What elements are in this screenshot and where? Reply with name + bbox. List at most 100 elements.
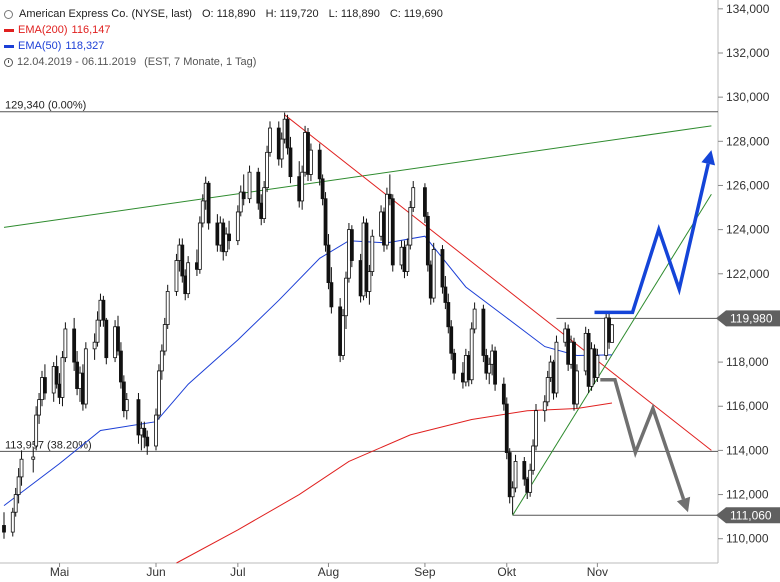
y-tick-label: 126,000 (726, 178, 770, 192)
bullish-path-path (594, 163, 710, 315)
candle-body (31, 456, 36, 460)
ema50-swatch (4, 44, 14, 48)
candle-body (542, 401, 547, 412)
candle-body (227, 233, 231, 242)
candle-body (370, 235, 375, 272)
ema200-value: 116,147 (71, 24, 111, 36)
ema200-line (176, 402, 613, 564)
y-tick-label: 122,000 (726, 267, 770, 281)
candle-body (531, 445, 535, 471)
candle-body (83, 348, 88, 405)
candle-body (493, 350, 497, 385)
instrument-title: American Express Co. (NYSE, last) (19, 8, 192, 20)
candle-body (387, 193, 392, 200)
candle-body (449, 326, 454, 354)
fib-level-label: 113,957 (38.20%) (5, 439, 92, 451)
candle-body (595, 355, 600, 378)
candle-body (119, 350, 123, 383)
legend-instrument: American Express Co. (NYSE, last) O: 118… (4, 6, 443, 22)
candle-body (154, 414, 158, 447)
candle-body (285, 118, 290, 149)
candle-body (60, 357, 65, 398)
ohlc-high: H: 119,720 (265, 8, 319, 20)
candle-body (320, 178, 325, 200)
candle-body (443, 286, 448, 303)
candle-body (224, 233, 229, 253)
candle-body (610, 324, 614, 343)
candle-body (317, 149, 322, 180)
candle-body (367, 271, 372, 292)
candle-body (124, 399, 129, 412)
price-tag-label: 111,060 (730, 508, 772, 522)
settings-toggle-icon[interactable] (4, 9, 13, 19)
candle-body (575, 370, 579, 405)
candle-body (37, 399, 41, 416)
candle-body (349, 229, 354, 261)
candle-body (288, 147, 293, 178)
chart-legend: American Express Co. (NYSE, last) O: 118… (4, 6, 443, 70)
candle-body (247, 171, 252, 200)
candle-body (121, 381, 126, 412)
ema200-swatch (4, 28, 14, 32)
candle-body (513, 461, 518, 489)
trendline-green-resistance (3, 125, 712, 228)
y-tick-label: 134,000 (726, 2, 770, 16)
candle-body (507, 452, 512, 498)
candle-body (136, 399, 141, 436)
price-tag-box (716, 310, 780, 327)
candle-body (19, 458, 24, 478)
candle-body (165, 291, 170, 325)
candle-body (528, 469, 533, 493)
x-tick-label: Mai (50, 565, 69, 579)
candle-body (157, 370, 161, 416)
bearish-path-arrowhead (676, 496, 691, 513)
candle-body (469, 328, 474, 381)
y-tick-label: 132,000 (726, 46, 770, 60)
price-tag-box (716, 507, 780, 524)
candle-body (142, 427, 147, 438)
candle-body (452, 352, 457, 374)
candle-body (501, 383, 506, 405)
candle-body (92, 341, 97, 350)
x-tick-label: Jul (230, 565, 245, 579)
x-tick-label: Sep (414, 565, 436, 579)
candle-body (554, 341, 559, 394)
fib-level-label: 129,340 (0.00%) (5, 100, 86, 112)
x-tick-label: Aug (318, 565, 339, 579)
candle-body (326, 244, 331, 284)
candle-body (2, 525, 6, 533)
y-tick-label: 114,000 (726, 443, 769, 457)
candle-body (487, 363, 492, 374)
candle-body (262, 187, 267, 219)
y-tick-label: 116,000 (726, 399, 769, 413)
candle-body (408, 207, 413, 246)
candle-body (341, 315, 345, 356)
candle-body (16, 476, 21, 495)
ema50-label: EMA(50) (18, 40, 62, 52)
y-tick-label: 124,000 (726, 223, 770, 237)
candle-body (385, 193, 389, 246)
candle-body (504, 403, 509, 454)
candle-body (174, 260, 179, 292)
candle-body (145, 436, 150, 447)
legend-ema50: EMA(50) 118,327 (4, 38, 443, 54)
period-range: 12.04.2019 - 06.11.2019 (17, 56, 137, 68)
candle-body (534, 410, 538, 447)
candle-body (162, 324, 167, 352)
candle-body (268, 127, 272, 153)
y-tick-label: 112,000 (726, 488, 769, 502)
candle-body (364, 222, 369, 292)
candle-body (13, 494, 18, 513)
candle-body (54, 366, 59, 385)
candle-body (309, 149, 313, 175)
candle-body (431, 249, 436, 299)
price-tag-label: 119,980 (730, 311, 773, 325)
x-tick-label: Okt (497, 565, 516, 579)
candle-body (197, 222, 202, 270)
candle-body (63, 328, 68, 359)
candle-body (159, 350, 164, 372)
candle-body (300, 171, 305, 202)
candle-body (472, 308, 477, 330)
x-tick-label: Nov (587, 565, 608, 579)
